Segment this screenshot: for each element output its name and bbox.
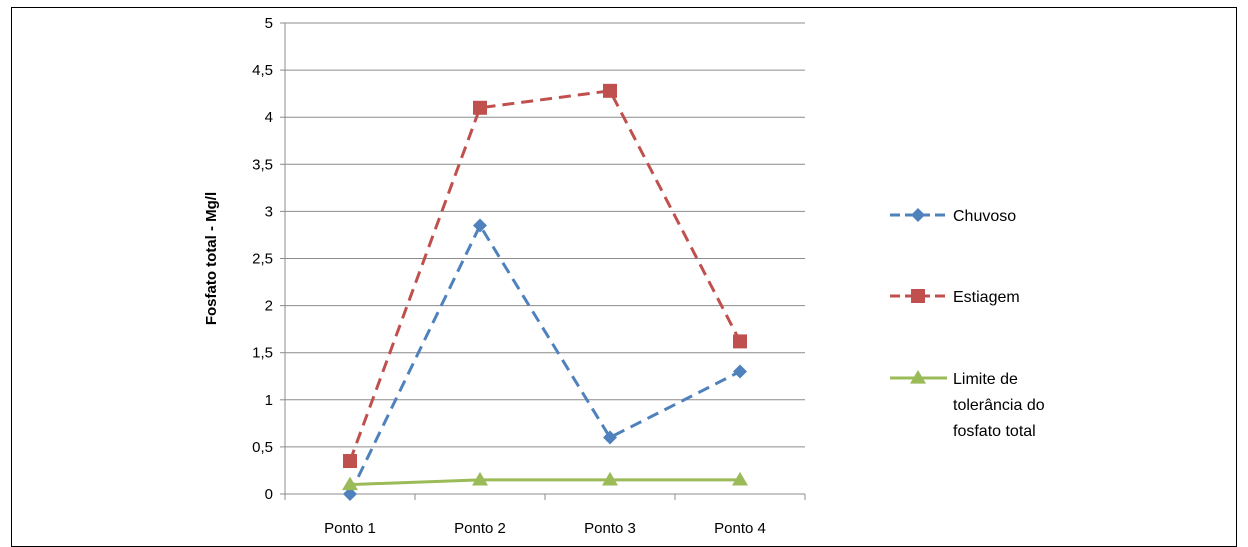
gridlines [285,22,805,448]
y-tick-label: 1 [265,392,273,409]
y-axis-label: Fosfato total - Mg/l [203,192,220,325]
data-point [603,83,617,98]
data-point [472,471,488,486]
series-line [348,222,741,495]
legend-label: Chuvoso [953,208,1016,225]
legend: Chuvoso Estiagem Limite de tolerância do fos… [890,208,1045,440]
data-point [733,364,747,379]
legend-marker [911,289,925,303]
y-tick-label: 1,5 [252,345,273,362]
series-line [348,89,742,462]
legend-marker [911,208,925,222]
chart-frame [11,7,1237,547]
y-tick-label: 3 [265,203,273,220]
y-tick-label: 0 [265,486,273,503]
y-tick-label: 3,5 [252,156,273,173]
legend-marker [910,370,926,384]
data-point [342,476,358,491]
x-tick-label: Ponto 1 [324,520,376,537]
data-point [343,454,357,469]
y-tick-label: 5 [265,15,273,32]
x-tick-labels: Ponto 1 Ponto 2 Ponto 3 Ponto 4 [324,520,766,537]
axes [280,22,806,500]
x-tick-label: Ponto 4 [714,520,766,537]
legend-label: tolerância do [953,397,1045,414]
data-point [602,471,618,486]
y-tick-label: 4,5 [252,62,273,79]
series-line [349,478,740,487]
y-tick-label: 4 [265,109,273,126]
y-tick-label: 2,5 [252,251,273,268]
x-tick-label: Ponto 3 [584,520,636,537]
y-tick-label: 0,5 [252,439,273,456]
data-point [733,334,747,349]
y-tick-label: 2 [265,298,273,315]
data-point [343,487,357,501]
data-point [603,430,617,445]
y-tick-labels: 0 0,5 1 1,5 2 2,5 3 3,5 4 4,5 5 [252,15,273,503]
legend-label: Limite de [953,371,1018,388]
data-point [732,471,748,486]
data-point [473,218,487,233]
series-group [342,83,748,501]
legend-label: fosfato total [953,423,1036,440]
legend-label: Estiagem [953,289,1020,306]
x-tick-label: Ponto 2 [454,520,506,537]
data-point [473,100,487,115]
